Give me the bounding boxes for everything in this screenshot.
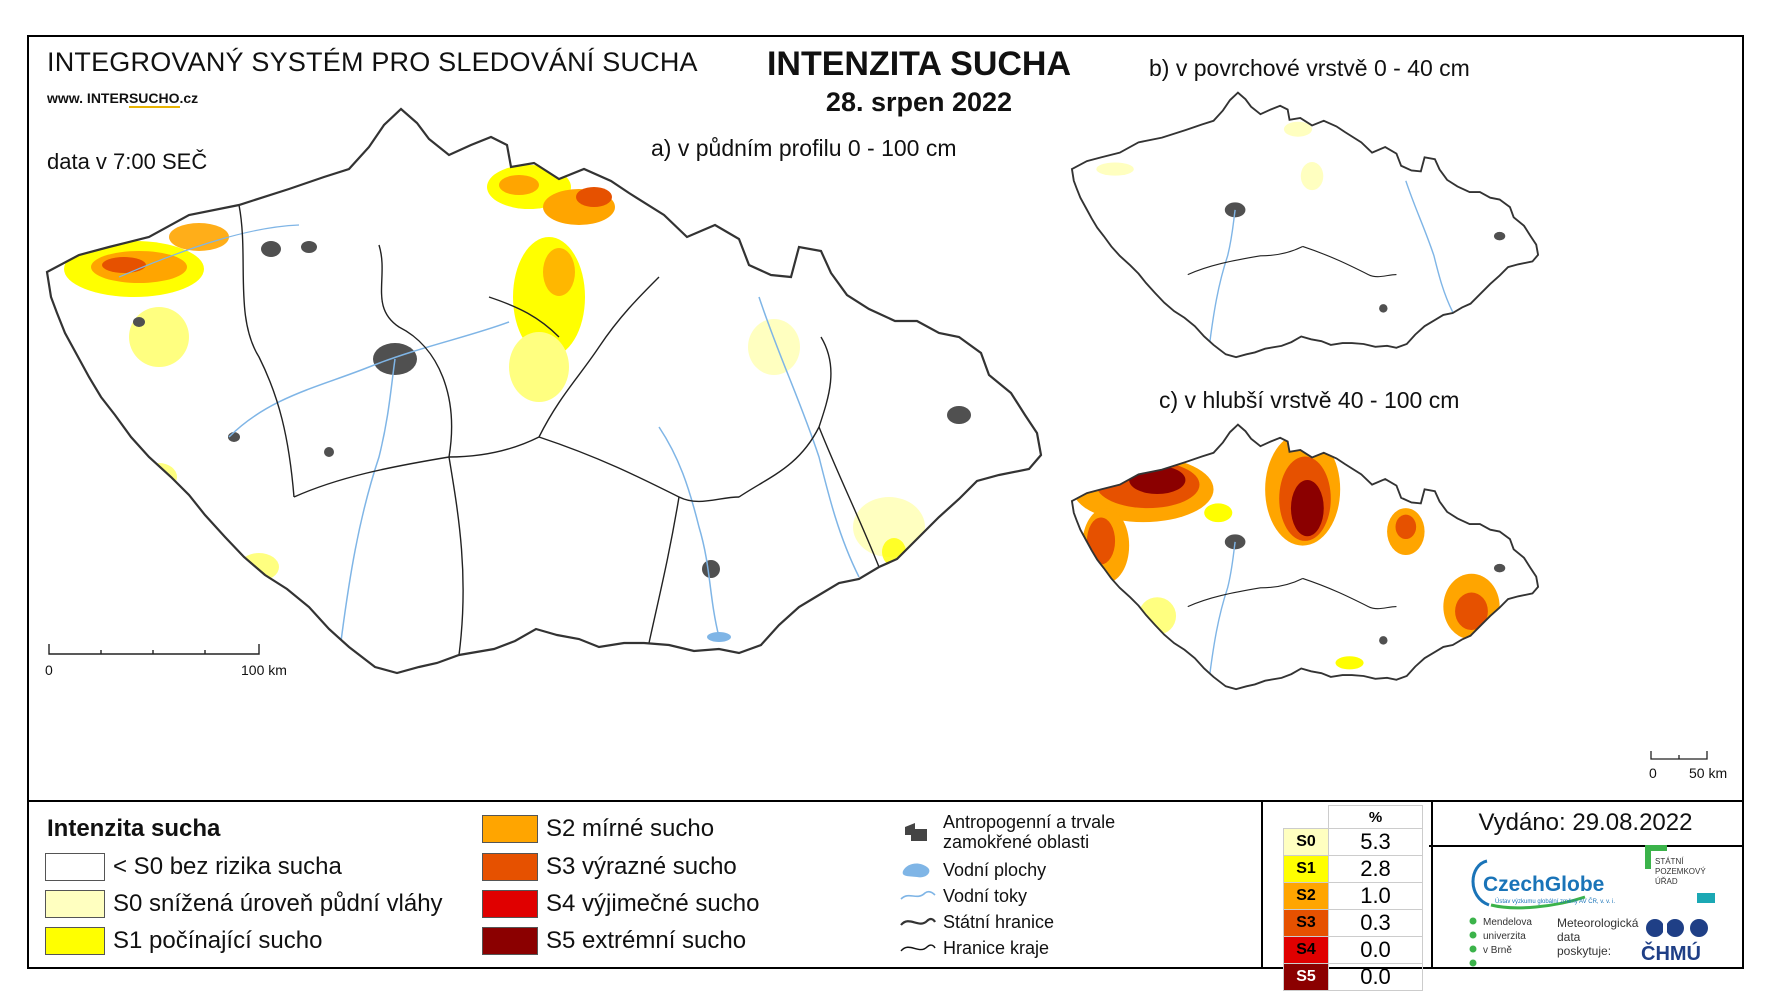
legend-item-s2: S2 mírné sucho (482, 815, 714, 843)
region-border-icon (900, 944, 936, 952)
percent-header-empty (1284, 806, 1329, 829)
small-scale-start: 0 (1649, 765, 1657, 781)
spu-name: STÁTNÍ POZEMKOVÝ ÚŘAD (1655, 857, 1706, 886)
website-suffix: .cz (179, 90, 199, 106)
system-title: INTEGROVANÝ SYSTÉM PRO SLEDOVÁNÍ SUCHA (47, 47, 698, 77)
main-scale-start: 0 (45, 662, 53, 678)
website-link[interactable]: www. INTERSUCHO.cz (47, 90, 199, 108)
czechglobe-name: CzechGlobe (1483, 873, 1605, 896)
legend-symbol-label: Vodní plochy (943, 860, 1047, 880)
mendel-line-1: Mendelova (1483, 917, 1532, 928)
legend-swatch (482, 927, 538, 955)
mendel-logo: Mendelova univerzita v Brně (1465, 915, 1545, 969)
legend-symbol-river: Vodní toky (897, 885, 1027, 907)
water-body-icon (902, 863, 930, 878)
meteo-line-3: poskytuje: (1557, 944, 1612, 958)
legend-label: S3 výrazné sucho (546, 853, 737, 880)
map-date: 28. srpen 2022 (825, 87, 1013, 117)
percent-grid: % S0 5.3 S1 2.8 S2 1.0 S3 0.3 S4 0.0 (1283, 805, 1423, 991)
percent-row-label: S4 (1283, 936, 1329, 964)
legend-symbol-state-border: Státní hranice (897, 911, 1054, 933)
deep-drought-map (1070, 423, 1540, 691)
small-scale-end: 50 km (1689, 765, 1728, 781)
main-scale-bar (48, 644, 260, 655)
legend-item-s4: S4 výjimečné sucho (482, 890, 759, 918)
legend-label: S2 mírné sucho (546, 815, 715, 842)
czechglobe-subtitle: Ústav výzkumu globální změny AV ČR, v. v… (1495, 899, 1616, 905)
legend-symbol-urban: Antropogenní a trvale zamokřené oblasti (897, 812, 1133, 852)
legend-symbol-region-border: Hranice kraje (897, 937, 1049, 959)
legend-label: S4 výjimečné sucho (546, 890, 760, 917)
percent-row-value: 0.0 (1328, 936, 1423, 964)
czechglobe-swoosh-icon (1471, 859, 1586, 910)
map-sheet: INTEGROVANÝ SYSTÉM PRO SLEDOVÁNÍ SUCHA w… (27, 35, 1744, 991)
percent-row-label: S5 (1283, 963, 1329, 991)
percent-row-value: 0.3 (1328, 909, 1423, 937)
website-brand: SUCHO (128, 90, 180, 108)
legend-symbol-water-body: Vodní plochy (897, 859, 1046, 881)
legend-swatch (45, 927, 105, 955)
legend-item-s0: S0 snížená úroveň půdní vláhy (45, 890, 443, 918)
percent-row-label: S3 (1283, 909, 1329, 937)
percent-row-label: S1 (1283, 855, 1329, 883)
legend-symbol-label: Antropogenní a trvale zamokřené oblasti (943, 812, 1116, 852)
urban-area-icon (905, 823, 927, 841)
legend-title: Intenzita sucha (47, 815, 221, 842)
surface-drought-map (1070, 91, 1540, 359)
chmu-logo: ČHMÚ (1641, 917, 1721, 969)
legend-item-s5: S5 extrémní sucho (482, 927, 746, 955)
legend-swatch (482, 815, 538, 843)
river-icon (900, 890, 936, 900)
chmu-name: ČHMÚ (1641, 943, 1701, 965)
legend-item-none: < S0 bez rizika sucha (45, 853, 342, 881)
main-scale-end: 100 km (241, 662, 287, 678)
mendel-line-2: univerzita (1483, 931, 1526, 942)
state-border-icon (900, 917, 936, 926)
meteo-data-credit: Meteorologická data poskytuje: (1557, 913, 1639, 969)
legend-label: < S0 bez rizika sucha (113, 853, 342, 880)
spu-logo-icon (1645, 845, 1715, 903)
percent-table: % S0 5.3 S1 2.8 S2 1.0 S3 0.3 S4 0.0 (1261, 801, 1433, 991)
legend-swatch (482, 853, 538, 881)
main-drought-map (45, 107, 1043, 675)
chmu-symbol-icon (1646, 919, 1708, 937)
deep-map-label: c) v hlubší vrstvě 40 - 100 cm (1159, 387, 1460, 413)
meteo-line-1: Meteorologická (1557, 916, 1639, 930)
percent-row-value: 0.0 (1328, 963, 1423, 991)
surface-map-label: b) v povrchové vrstvě 0 - 40 cm (1149, 55, 1470, 81)
spu-logo: STÁTNÍ POZEMKOVÝ ÚŘAD (1645, 845, 1719, 905)
data-time: data v 7:00 SEČ (47, 149, 208, 174)
legend-label: S1 počínající sucho (113, 927, 323, 954)
legend-swatch (482, 890, 538, 918)
legend-swatch (45, 853, 105, 881)
legend-divider (29, 800, 1742, 802)
legend-swatch (45, 890, 105, 918)
mendel-dots-icon (1469, 917, 1477, 967)
issued-date: Vydáno: 29.08.2022 (1429, 801, 1742, 847)
percent-row-value: 1.0 (1328, 882, 1423, 910)
map-title: INTENZITA SUCHA (766, 45, 1072, 83)
website-prefix: www. INTER (47, 90, 129, 106)
czechglobe-logo: CzechGlobe Ústav výzkumu globální změny … (1465, 853, 1615, 913)
percent-row-label: S2 (1283, 882, 1329, 910)
legend-label: S5 extrémní sucho (546, 927, 747, 954)
percent-row-label: S0 (1283, 828, 1329, 856)
meteo-line-2: data (1557, 930, 1581, 944)
percent-row-value: 5.3 (1328, 828, 1423, 856)
legend-symbol-label: Hranice kraje (943, 938, 1050, 958)
legend-symbol-label: Státní hranice (943, 912, 1055, 932)
legend-label: S0 snížená úroveň půdní vláhy (113, 890, 443, 917)
legend-item-s1: S1 počínající sucho (45, 927, 322, 955)
mendel-line-3: v Brně (1483, 945, 1512, 956)
percent-row-value: 2.8 (1328, 855, 1423, 883)
legend-symbol-label: Vodní toky (943, 886, 1028, 906)
percent-header: % (1328, 805, 1423, 829)
small-scale-bar (1650, 751, 1708, 760)
legend-item-s3: S3 výrazné sucho (482, 853, 737, 881)
main-map-label: a) v půdním profilu 0 - 100 cm (651, 135, 957, 161)
